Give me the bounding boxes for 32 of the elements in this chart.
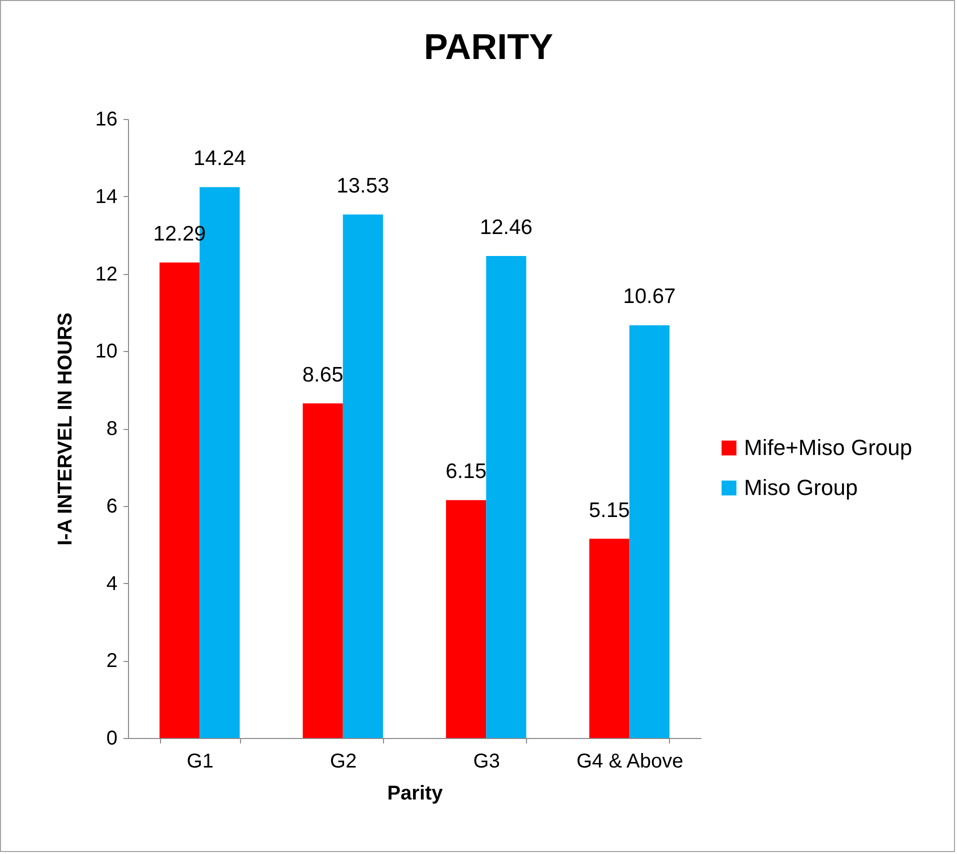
y-tick-label: 6 bbox=[106, 495, 118, 518]
data-label: 6.15 bbox=[446, 460, 487, 484]
data-label: 8.65 bbox=[302, 363, 344, 386]
bar bbox=[342, 214, 383, 738]
x-tick-label: G1 bbox=[186, 750, 214, 772]
data-label: 14.24 bbox=[193, 147, 246, 170]
y-tick-label: 2 bbox=[106, 650, 118, 672]
x-tick-label: G4 & Above bbox=[576, 750, 684, 772]
y-tick-label: 4 bbox=[106, 572, 118, 595]
bar bbox=[629, 325, 670, 738]
bar bbox=[486, 256, 526, 738]
bar bbox=[589, 538, 630, 738]
x-tick-label: G2 bbox=[330, 750, 357, 772]
data-label: 12.46 bbox=[480, 216, 532, 239]
x-tick-label: G3 bbox=[473, 750, 500, 772]
y-tick-label: 12 bbox=[95, 263, 118, 286]
data-label: 10.67 bbox=[623, 285, 676, 308]
data-label: 13.53 bbox=[336, 174, 390, 198]
y-tick-label: 16 bbox=[95, 108, 118, 130]
data-label: 5.15 bbox=[588, 498, 630, 522]
legend-label: Miso Group bbox=[744, 475, 858, 500]
chart-title: PARITY bbox=[424, 26, 554, 67]
y-tick-label: 10 bbox=[95, 340, 118, 363]
bar bbox=[302, 403, 343, 738]
y-tick-label: 8 bbox=[106, 418, 118, 440]
y-tick-label: 0 bbox=[106, 728, 118, 750]
x-axis-title: Parity bbox=[387, 782, 444, 804]
legend-label: Mife+Miso Group bbox=[744, 435, 912, 460]
bar bbox=[160, 262, 200, 738]
bar bbox=[446, 500, 486, 738]
y-tick-label: 14 bbox=[95, 186, 118, 208]
y-axis-title: I-A INTERVEL IN HOURS bbox=[54, 312, 76, 546]
